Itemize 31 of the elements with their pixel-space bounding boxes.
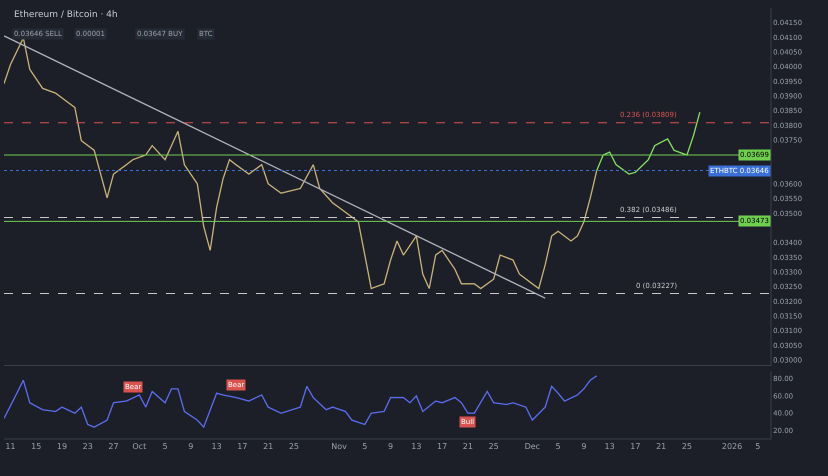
x-tick-label: 11 — [5, 442, 16, 451]
x-tick-label: 13 — [411, 442, 422, 451]
x-tick-label: 27 — [108, 442, 119, 451]
x-tick-label: 9 — [188, 442, 194, 451]
x-tick-label: 5 — [362, 442, 368, 451]
x-tick-label: 23 — [82, 442, 93, 451]
x-tick-label: 5 — [162, 442, 168, 451]
x-tick-label: 5 — [556, 442, 561, 451]
chart-title: Ethereum / Bitcoin · 4h — [14, 10, 118, 20]
x-tick-label: 19 — [56, 442, 68, 451]
x-tick-label: 21 — [462, 442, 473, 451]
x-tick-label: 9 — [581, 442, 586, 451]
x-tick-label: 25 — [488, 442, 499, 451]
x-tick-label: 5 — [755, 442, 760, 451]
line-series — [596, 112, 700, 175]
line-series — [4, 375, 598, 428]
x-tick-label: 21 — [656, 442, 666, 451]
x-tick-label: Oct — [132, 442, 146, 451]
x-tick-label: Nov — [331, 442, 348, 451]
x-tick-label: 13 — [604, 442, 615, 451]
x-tick-label: 25 — [682, 442, 692, 451]
x-tick-label: 9 — [388, 442, 394, 451]
x-tick-label: 2026 — [722, 442, 742, 451]
x-tick-label: 25 — [288, 442, 300, 451]
x-tick-label: 17 — [630, 442, 640, 451]
x-tick-label: 21 — [263, 442, 274, 451]
x-tick-label: Dec — [524, 442, 540, 451]
x-tick-label: 15 — [31, 442, 42, 451]
x-tick-label: 17 — [437, 442, 448, 451]
x-tick-label: 17 — [237, 442, 248, 451]
x-tick-label: 13 — [212, 442, 222, 451]
